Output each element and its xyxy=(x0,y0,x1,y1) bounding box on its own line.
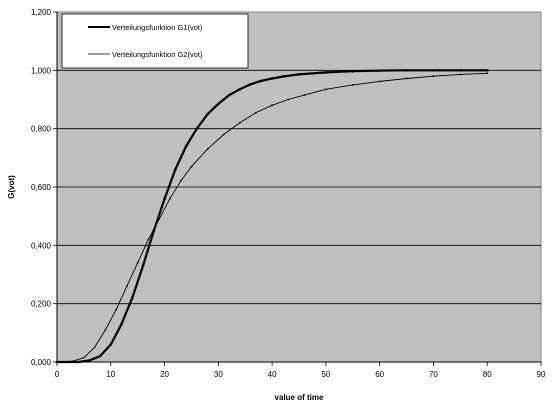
data-point-g2-9 xyxy=(158,218,161,220)
data-point-g1-20 xyxy=(281,75,285,78)
data-point-g1-5 xyxy=(120,322,123,326)
data-point-g1-23 xyxy=(351,69,355,73)
data-point-g2-6 xyxy=(126,285,128,288)
data-point-g1-15 xyxy=(227,93,231,97)
data-point-g2-13 xyxy=(206,148,209,150)
x-tick-label-7: 70 xyxy=(429,370,438,379)
data-point-g1-1 xyxy=(77,360,80,364)
data-point-g1-7 xyxy=(141,264,145,268)
data-point-g1-3 xyxy=(98,354,102,358)
data-point-g1-18 xyxy=(260,79,263,83)
data-point-g2-3 xyxy=(93,346,96,349)
data-point-g1-24 xyxy=(378,69,381,72)
data-point-g2-19 xyxy=(303,94,306,97)
data-point-g2-14 xyxy=(222,133,225,136)
data-point-g2-17 xyxy=(271,104,274,107)
y-tick-label-1: 0,200 xyxy=(31,300,52,309)
y-tick-label-6: 1,200 xyxy=(31,8,52,17)
data-point-g1-2 xyxy=(87,359,91,362)
legend-box xyxy=(61,13,249,69)
data-point-g1-21 xyxy=(297,73,301,76)
data-point-g2-4 xyxy=(104,329,107,331)
x-tick-label-3: 30 xyxy=(214,370,223,379)
x-tick-label-0: 0 xyxy=(55,370,60,379)
x-tick-label-9: 90 xyxy=(537,370,546,379)
data-point-g2-26 xyxy=(486,72,489,75)
data-point-g2-24 xyxy=(432,75,435,78)
x-axis-label: value of time xyxy=(275,393,324,402)
data-point-g1-27 xyxy=(459,69,462,72)
legend-label-g2: Verteilungsfunktion G2(vot) xyxy=(112,50,203,59)
axes: 0,000 0,200 0,400 0,600 0,800 1,000 1,200 0 10 20… xyxy=(31,8,546,379)
data-point-g2-20 xyxy=(324,88,327,91)
y-tick-label-3: 0,600 xyxy=(31,183,52,192)
data-point-g1-13 xyxy=(206,112,209,116)
y-tick-label-0: 0,000 xyxy=(31,358,52,367)
data-point-g2-18 xyxy=(287,98,290,101)
data-point-g1-17 xyxy=(249,83,252,86)
data-point-g1-16 xyxy=(238,87,242,91)
legend-label-g1: Verteilungsfunktion G1(vot) xyxy=(112,23,203,32)
data-point-g2-10 xyxy=(169,197,171,200)
data-point-g2-25 xyxy=(459,73,462,76)
data-point-g2-7 xyxy=(136,261,139,264)
data-point-g2-11 xyxy=(179,180,182,183)
x-tick-label-5: 50 xyxy=(321,370,330,379)
data-point-g1-10 xyxy=(174,168,177,171)
x-tick-label-6: 60 xyxy=(375,370,384,379)
data-point-g1-9 xyxy=(163,197,166,200)
y-tick-label-5: 1,000 xyxy=(31,66,52,75)
data-point-g2-22 xyxy=(378,80,381,83)
data-point-g1-26 xyxy=(432,69,435,72)
legend: Verteilungsfunktion G1(vot) Verteilungsf… xyxy=(61,13,249,69)
x-tick-label-8: 80 xyxy=(483,370,492,379)
data-point-g2-16 xyxy=(255,111,257,114)
data-point-g1-11 xyxy=(184,144,188,148)
data-point-g2-21 xyxy=(351,84,354,86)
data-point-g2-5 xyxy=(115,308,118,311)
y-tick-label-4: 0,800 xyxy=(31,125,52,134)
data-point-g2-0 xyxy=(56,361,58,363)
data-point-g1-6 xyxy=(130,296,134,300)
x-tick-label-2: 20 xyxy=(160,370,169,379)
data-point-g2-12 xyxy=(190,165,193,168)
data-point-g1-28 xyxy=(485,69,489,72)
data-point-g2-2 xyxy=(82,356,85,359)
data-point-g2-15 xyxy=(238,121,241,124)
series-layer xyxy=(55,69,489,364)
data-point-g2-23 xyxy=(405,77,408,80)
data-point-g1-12 xyxy=(195,127,199,130)
y-tick-label-2: 0,400 xyxy=(31,241,52,250)
data-point-g1-25 xyxy=(405,69,408,72)
y-axis-label: G(vot) xyxy=(7,175,16,199)
data-point-g1-14 xyxy=(217,102,220,106)
x-tick-label-1: 10 xyxy=(106,370,115,379)
data-point-g1-4 xyxy=(109,343,113,346)
x-tick-label-4: 40 xyxy=(268,370,277,379)
data-point-g1-22 xyxy=(324,71,328,74)
data-point-g1-19 xyxy=(270,77,274,80)
data-point-g2-8 xyxy=(147,238,150,241)
data-point-g2-1 xyxy=(72,360,75,363)
